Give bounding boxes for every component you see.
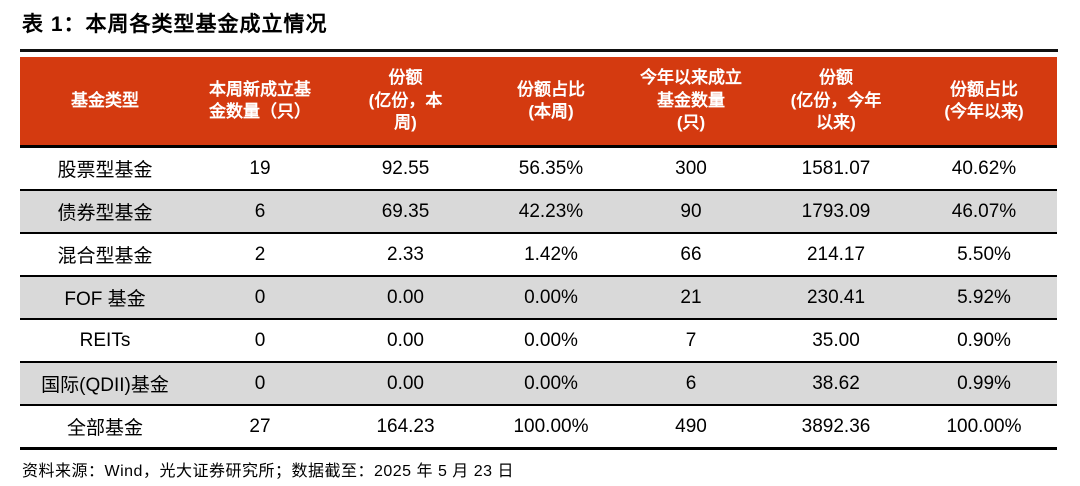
- cell-ytd-shares: 1793.09: [801, 200, 871, 222]
- cell-fund-type: 国际(QDII)基金: [41, 375, 169, 396]
- cell-fund-type: 债券型基金: [57, 203, 153, 224]
- cell-ytd-share-pct: 5.92%: [957, 286, 1011, 308]
- cell-ytd-shares: 3892.36: [801, 415, 871, 437]
- cell-fund-type: 混合型基金: [57, 246, 153, 267]
- title-divider: [20, 49, 1058, 52]
- cell-week-count: 2: [254, 243, 266, 265]
- cell-week-count: 6: [254, 200, 266, 222]
- cell-ytd-share-pct: 0.90%: [957, 329, 1011, 351]
- cell-ytd-share-pct: 0.99%: [957, 372, 1011, 394]
- column-header-ytd-shares: 份额 (亿份，今年 以来): [761, 57, 911, 147]
- cell-ytd-count: 300: [675, 157, 707, 179]
- cell-week-share-pct: 0.00%: [524, 329, 578, 351]
- cell-week-count: 0: [254, 372, 266, 394]
- cell-ytd-shares: 1581.07: [801, 157, 871, 179]
- cell-fund-type: REITs: [79, 329, 131, 351]
- table-title: 表 1：本周各类型基金成立情况: [22, 13, 328, 36]
- cell-week-shares: 0.00: [387, 286, 424, 308]
- table-row-fof: FOF 基金 0 0.00 0.00% 21 230.41 5.92%: [20, 276, 1057, 319]
- cell-fund-type: FOF 基金: [64, 289, 146, 310]
- table-row-bond: 债券型基金 6 69.35 42.23% 90 1793.09 46.07%: [20, 190, 1057, 233]
- cell-week-shares: 92.55: [381, 157, 430, 179]
- cell-week-share-pct: 0.00%: [524, 286, 578, 308]
- column-header-fund-type: 基金类型: [20, 57, 190, 147]
- cell-ytd-shares: 35.00: [812, 329, 860, 351]
- cell-week-shares: 2.33: [387, 243, 424, 265]
- cell-ytd-count: 66: [680, 243, 702, 265]
- fund-establishment-table: 基金类型 本周新成立基 金数量（只） 份额 (亿份，本 周) 份额占比 (本周)…: [20, 57, 1057, 450]
- cell-ytd-share-pct: 40.62%: [951, 157, 1017, 179]
- cell-week-share-pct: 100.00%: [513, 415, 589, 437]
- cell-ytd-shares: 38.62: [812, 372, 860, 394]
- cell-week-shares: 0.00: [387, 329, 424, 351]
- table-row-reits: REITs 0 0.00 0.00% 7 35.00 0.90%: [20, 319, 1057, 362]
- cell-ytd-count: 6: [685, 372, 697, 394]
- cell-ytd-share-pct: 5.50%: [957, 243, 1011, 265]
- cell-ytd-shares: 214.17: [806, 243, 866, 265]
- cell-week-count: 27: [249, 415, 271, 437]
- cell-ytd-shares: 230.41: [806, 286, 866, 308]
- cell-fund-type: 全部基金: [66, 418, 143, 439]
- table-row-qdii: 国际(QDII)基金 0 0.00 0.00% 6 38.62 0.99%: [20, 362, 1057, 405]
- cell-fund-type: 股票型基金: [57, 160, 153, 181]
- table-row-hybrid: 混合型基金 2 2.33 1.42% 66 214.17 5.50%: [20, 233, 1057, 276]
- cell-ytd-share-pct: 46.07%: [951, 200, 1017, 222]
- cell-ytd-count: 90: [680, 200, 702, 222]
- cell-week-count: 19: [249, 157, 271, 179]
- header-row: 基金类型 本周新成立基 金数量（只） 份额 (亿份，本 周) 份额占比 (本周)…: [20, 57, 1057, 147]
- cell-week-shares: 164.23: [376, 415, 435, 437]
- table-row-equity: 股票型基金 19 92.55 56.35% 300 1581.07 40.62%: [20, 146, 1057, 190]
- cell-week-shares: 0.00: [387, 372, 424, 394]
- table-wrap: 基金类型 本周新成立基 金数量（只） 份额 (亿份，本 周) 份额占比 (本周)…: [20, 49, 1058, 481]
- cell-ytd-count: 490: [675, 415, 707, 437]
- column-header-week-shares: 份额 (亿份，本 周): [330, 57, 481, 147]
- cell-ytd-count: 21: [680, 286, 702, 308]
- column-header-week-count: 本周新成立基 金数量（只）: [190, 57, 330, 147]
- cell-week-share-pct: 56.35%: [518, 157, 584, 179]
- column-header-ytd-share-pct: 份额占比 (今年以来): [911, 57, 1057, 147]
- cell-ytd-count: 7: [685, 329, 697, 351]
- table-row-total: 全部基金 27 164.23 100.00% 490 3892.36 100.0…: [20, 405, 1057, 449]
- cell-ytd-share-pct: 100.00%: [946, 415, 1022, 437]
- cell-week-share-pct: 1.42%: [524, 243, 578, 265]
- cell-week-count: 0: [254, 286, 266, 308]
- cell-week-count: 0: [254, 329, 266, 351]
- column-header-week-share-pct: 份额占比 (本周): [481, 57, 621, 147]
- cell-week-shares: 69.35: [381, 200, 430, 222]
- source-note: 资料来源：Wind，光大证券研究所；数据截至：2025 年 5 月 23 日: [22, 463, 514, 480]
- column-header-ytd-count: 今年以来成立 基金数量 (只): [621, 57, 761, 147]
- cell-week-share-pct: 42.23%: [518, 200, 584, 222]
- cell-week-share-pct: 0.00%: [524, 372, 578, 394]
